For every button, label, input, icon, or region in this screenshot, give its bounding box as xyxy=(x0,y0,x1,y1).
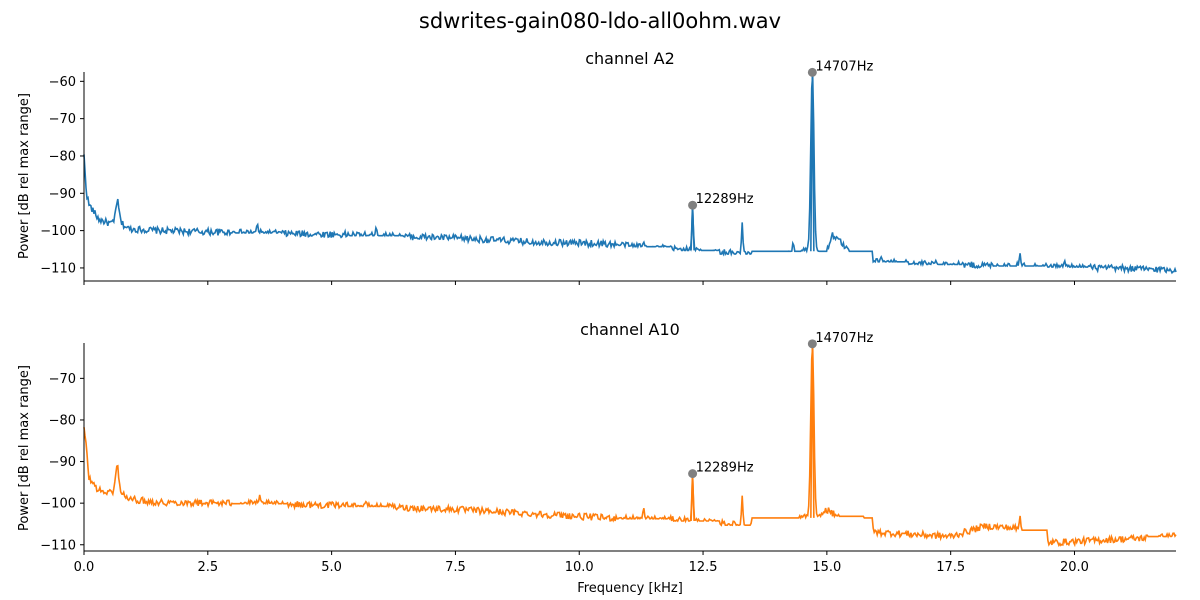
ylabel-a2: Power [dB rel max range] xyxy=(17,93,32,259)
peak-marker xyxy=(807,67,817,77)
y-tick-label: −110 xyxy=(40,538,76,553)
panel-title-a2: channel A2 xyxy=(585,49,675,68)
y-tick-label: −100 xyxy=(40,497,76,512)
x-tick-label: 5.0 xyxy=(321,560,342,575)
peak-label: 14707Hz xyxy=(815,59,873,74)
peak-marker xyxy=(807,339,817,349)
xlabel-a10: Frequency [kHz] xyxy=(577,581,683,596)
y-tick-label: −70 xyxy=(49,112,76,127)
series-line xyxy=(83,347,1177,548)
y-tick-label: −80 xyxy=(49,149,76,164)
y-tick-label: −70 xyxy=(49,372,76,387)
y-tick-label: −80 xyxy=(49,413,76,428)
y-tick-label: −60 xyxy=(49,75,76,90)
x-tick-label: 0.0 xyxy=(74,560,95,575)
x-tick-label: 7.5 xyxy=(445,560,466,575)
ylabel-a10: Power [dB rel max range] xyxy=(17,365,32,531)
y-tick-label: −110 xyxy=(40,261,76,276)
figure-title: sdwrites-gain080-ldo-all0ohm.wav xyxy=(419,9,781,33)
x-tick-label: 10.0 xyxy=(565,560,594,575)
x-tick-label: 12.5 xyxy=(689,560,718,575)
x-tick-label: 20.0 xyxy=(1060,560,1089,575)
peak-marker xyxy=(688,469,698,479)
panel-channel-a2: channel A2 Power [dB rel max range] −110… xyxy=(17,49,1177,285)
panel-channel-a10: channel A10 Power [dB rel max range] Fre… xyxy=(17,320,1177,596)
y-tick-label: −100 xyxy=(40,224,76,239)
peak-label: 12289Hz xyxy=(696,192,754,207)
x-tick-label: 2.5 xyxy=(197,560,218,575)
x-tick-label: 15.0 xyxy=(812,560,841,575)
panel-title-a10: channel A10 xyxy=(580,320,680,339)
peak-marker xyxy=(688,200,698,210)
y-tick-label: −90 xyxy=(49,187,76,202)
peak-label: 12289Hz xyxy=(696,461,754,476)
y-tick-label: −90 xyxy=(49,455,76,470)
series-line xyxy=(83,75,1177,275)
peak-label: 14707Hz xyxy=(815,331,873,346)
x-tick-label: 17.5 xyxy=(936,560,965,575)
